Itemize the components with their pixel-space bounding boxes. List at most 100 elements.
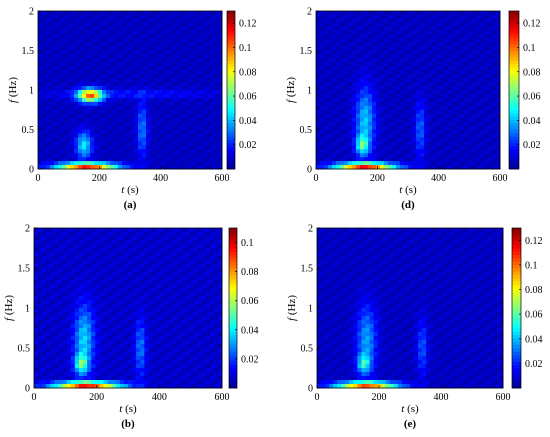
heatmap-cell (444, 118, 448, 122)
heatmap-cell (392, 15, 396, 19)
heatmap-cell (182, 86, 186, 90)
heatmap-cell (82, 66, 86, 70)
heatmap-cell (75, 260, 79, 264)
heatmap-cell (170, 122, 174, 126)
heatmap-cell (388, 130, 392, 134)
heatmap-cell (114, 39, 118, 43)
heatmap-cell (114, 15, 118, 19)
heatmap-cell (63, 328, 67, 332)
y-tick-label: 0 (307, 165, 312, 176)
heatmap-cell (162, 35, 166, 39)
heatmap-cell (146, 153, 150, 157)
heatmap-cell (38, 133, 42, 137)
heatmap-cell (58, 86, 62, 90)
heatmap-cell (484, 11, 488, 15)
heatmap-cell (79, 280, 83, 284)
heatmap-cell (46, 316, 50, 320)
heatmap-cell (98, 161, 102, 165)
colorbar-segment (227, 83, 235, 87)
heatmap-cell (108, 240, 112, 244)
heatmap-cell (59, 324, 63, 328)
heatmap-cell (214, 19, 218, 23)
heatmap-cell (352, 82, 356, 86)
heatmap-cell (348, 102, 352, 106)
heatmap-cell (492, 161, 496, 165)
heatmap-cell (206, 39, 210, 43)
heatmap-cell (67, 312, 71, 316)
heatmap-cell (178, 94, 182, 98)
heatmap-cell (130, 15, 134, 19)
heatmap-cell (67, 272, 71, 276)
heatmap-cell (98, 78, 102, 82)
heatmap-cell (356, 58, 360, 62)
heatmap-cell (59, 260, 63, 264)
heatmap-cell (74, 137, 78, 141)
heatmap-cell (38, 78, 42, 82)
heatmap-cell (480, 90, 484, 94)
heatmap-cell (106, 137, 110, 141)
heatmap-cell (376, 145, 380, 149)
heatmap-cell (448, 31, 452, 35)
heatmap-cell (50, 292, 54, 296)
heatmap-cell (34, 372, 38, 376)
heatmap-cell (460, 58, 464, 62)
heatmap-cell (83, 304, 87, 308)
heatmap-cell (464, 11, 468, 15)
heatmap-cell (122, 62, 126, 66)
heatmap-cell (130, 157, 134, 161)
heatmap-cell (190, 153, 194, 157)
heatmap-cell (464, 35, 468, 39)
heatmap-cell (38, 19, 42, 23)
heatmap-cell (70, 31, 74, 35)
heatmap-cell (95, 228, 99, 232)
heatmap-cell (158, 78, 162, 82)
heatmap-cell (340, 86, 344, 90)
heatmap-cell (99, 340, 103, 344)
heatmap-cell (214, 122, 218, 126)
heatmap-cell (102, 70, 106, 74)
heatmap-cell (476, 74, 480, 78)
heatmap-cell (460, 90, 464, 94)
heatmap-cell (134, 141, 138, 145)
heatmap-cell (420, 54, 424, 58)
heatmap-cell (78, 149, 82, 153)
heatmap-cell (54, 90, 58, 94)
heatmap-cell (102, 94, 106, 98)
heatmap-cell (144, 288, 148, 292)
heatmap-cell (408, 27, 412, 31)
heatmap-cell (210, 47, 214, 51)
heatmap-cell (82, 27, 86, 31)
heatmap-cell (348, 153, 352, 157)
heatmap-cell (352, 27, 356, 31)
heatmap-cell (344, 11, 348, 15)
heatmap-cell (136, 344, 140, 348)
heatmap-cell (210, 82, 214, 86)
heatmap-cell (118, 114, 122, 118)
heatmap-cell (70, 161, 74, 165)
heatmap-cell (70, 66, 74, 70)
heatmap-cell (46, 19, 50, 23)
heatmap-cell (46, 15, 50, 19)
heatmap-cell (50, 376, 54, 380)
heatmap-cell (102, 145, 106, 149)
heatmap-cell (62, 62, 66, 66)
heatmap-cell (50, 256, 54, 260)
heatmap-cell (34, 332, 38, 336)
colorbar-segment (227, 156, 235, 160)
heatmap-cell (46, 94, 50, 98)
heatmap-cell (122, 110, 126, 114)
heatmap-cell (124, 304, 128, 308)
heatmap-cell (91, 312, 95, 316)
heatmap-cell (42, 153, 46, 157)
heatmap-cell (67, 360, 71, 364)
heatmap-cell (74, 118, 78, 122)
heatmap-cell (130, 11, 134, 15)
heatmap-cell (210, 114, 214, 118)
heatmap-cell (336, 118, 340, 122)
colorbar-segment (227, 123, 235, 127)
heatmap-cell (150, 58, 154, 62)
heatmap-cell (154, 86, 158, 90)
heatmap-cell (112, 360, 116, 364)
heatmap-cell (488, 157, 492, 161)
heatmap-cell (71, 232, 75, 236)
